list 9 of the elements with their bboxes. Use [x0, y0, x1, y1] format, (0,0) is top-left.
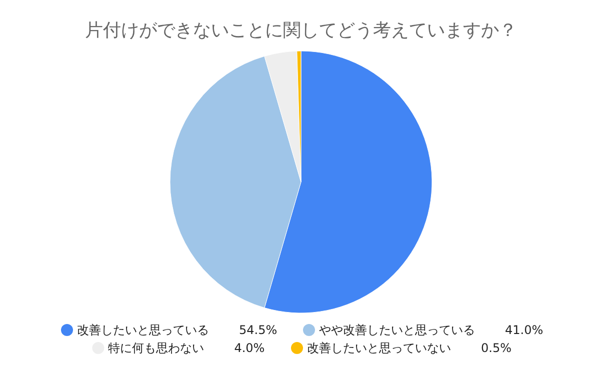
data-label: 54.5% — [239, 323, 278, 337]
legend-label: 特に何も思わない — [108, 341, 204, 355]
data-label: 41.0% — [505, 323, 544, 337]
data-label: 4.0% — [234, 341, 265, 355]
chart-title: 片付けができないことに関してどう考えていますか？ — [85, 20, 517, 41]
data-label: 0.5% — [481, 341, 512, 355]
legend-label: やや改善したいと思っている — [319, 323, 475, 337]
legend-label: 改善したいと思っていない — [307, 341, 451, 355]
legend-label: 改善したいと思っている — [77, 323, 209, 337]
